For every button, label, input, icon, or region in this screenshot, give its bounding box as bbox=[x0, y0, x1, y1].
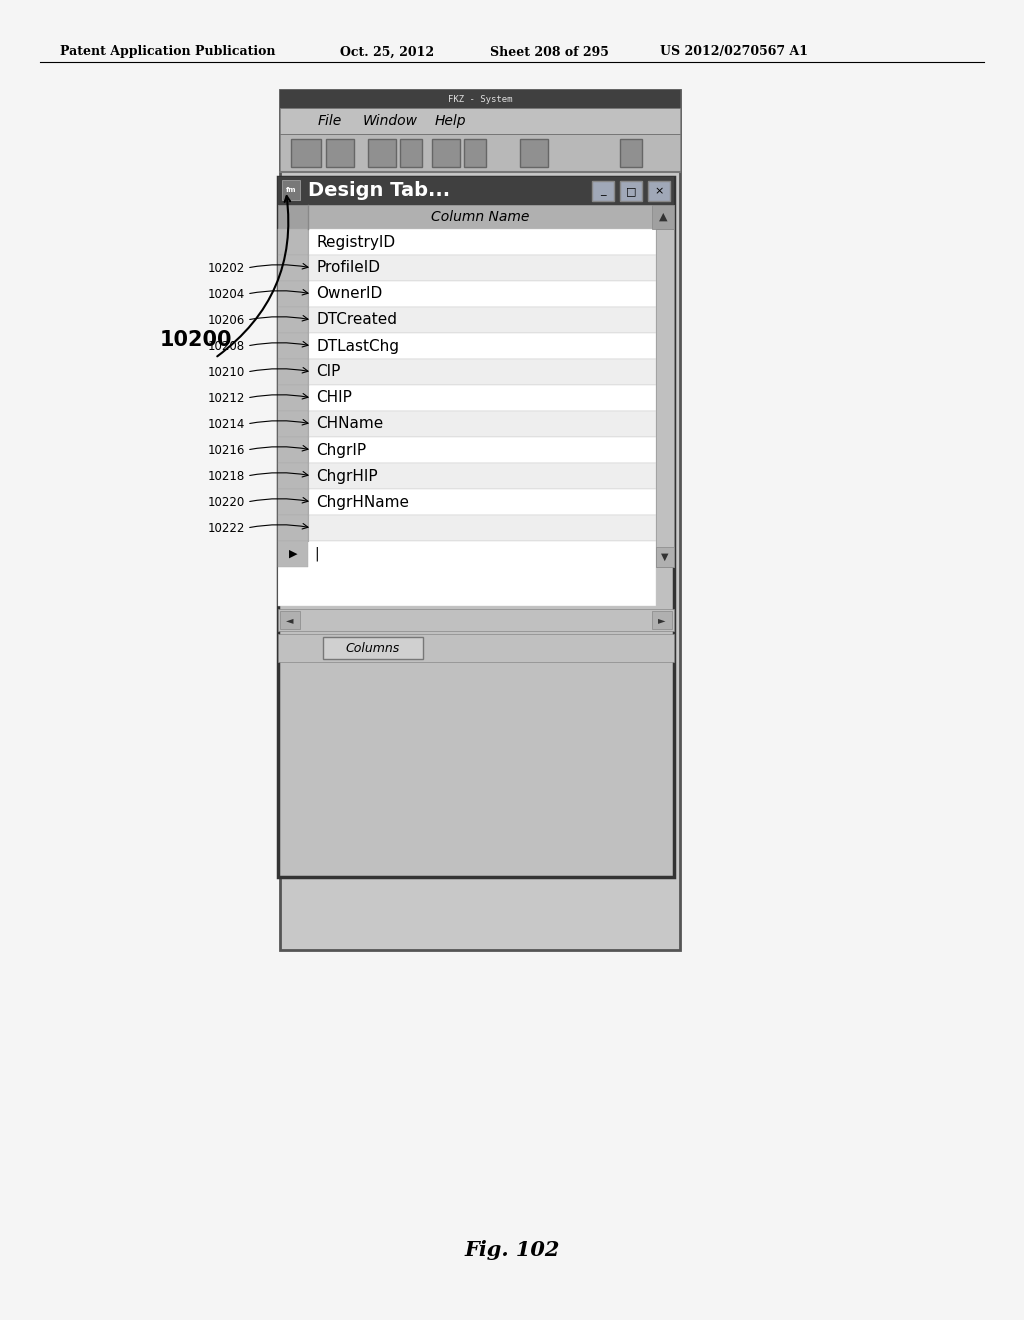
Text: 10210: 10210 bbox=[208, 366, 245, 379]
Text: 10214: 10214 bbox=[208, 417, 245, 430]
Bar bbox=[278, 333, 656, 359]
Text: Help: Help bbox=[434, 114, 466, 128]
Text: 10208: 10208 bbox=[208, 339, 245, 352]
Bar bbox=[278, 541, 308, 568]
Bar bbox=[278, 515, 656, 541]
Text: CHName: CHName bbox=[316, 417, 383, 432]
Text: FKZ - System: FKZ - System bbox=[447, 95, 512, 103]
Bar bbox=[278, 281, 308, 308]
Bar bbox=[278, 541, 656, 606]
Bar bbox=[278, 359, 656, 385]
Bar bbox=[432, 139, 460, 168]
Bar bbox=[278, 333, 308, 359]
Text: CIP: CIP bbox=[316, 364, 340, 380]
Text: Design Tab...: Design Tab... bbox=[308, 181, 451, 201]
Bar bbox=[278, 463, 656, 488]
Bar bbox=[326, 139, 354, 168]
Text: ChgrIP: ChgrIP bbox=[316, 442, 367, 458]
Text: Columns: Columns bbox=[346, 642, 400, 655]
Text: 10220: 10220 bbox=[208, 495, 245, 508]
Bar bbox=[278, 255, 656, 281]
Text: 10222: 10222 bbox=[208, 521, 245, 535]
Text: DTCreated: DTCreated bbox=[316, 313, 397, 327]
Bar bbox=[278, 488, 656, 515]
Text: 10212: 10212 bbox=[208, 392, 245, 404]
Text: ▶: ▶ bbox=[289, 549, 297, 558]
Bar bbox=[648, 181, 670, 201]
Bar bbox=[368, 139, 396, 168]
Bar bbox=[278, 205, 674, 228]
Text: |: | bbox=[314, 546, 318, 561]
Bar bbox=[656, 228, 674, 568]
Bar bbox=[278, 411, 656, 437]
Bar bbox=[278, 308, 656, 333]
Bar bbox=[278, 463, 308, 488]
Text: 10218: 10218 bbox=[208, 470, 245, 483]
Bar bbox=[278, 281, 656, 308]
Text: Oct. 25, 2012: Oct. 25, 2012 bbox=[340, 45, 434, 58]
Text: fm: fm bbox=[286, 187, 296, 193]
Bar bbox=[652, 205, 674, 228]
Text: □: □ bbox=[626, 186, 636, 195]
Bar bbox=[278, 411, 308, 437]
Text: 10204: 10204 bbox=[208, 288, 245, 301]
Text: US 2012/0270567 A1: US 2012/0270567 A1 bbox=[660, 45, 808, 58]
Text: ×: × bbox=[654, 186, 664, 195]
Text: ▼: ▼ bbox=[662, 552, 669, 562]
Bar bbox=[278, 308, 308, 333]
Bar bbox=[278, 177, 674, 205]
Text: Patent Application Publication: Patent Application Publication bbox=[60, 45, 275, 58]
Bar bbox=[400, 139, 422, 168]
Bar bbox=[280, 90, 680, 108]
Bar bbox=[282, 180, 300, 201]
Text: OwnerID: OwnerID bbox=[316, 286, 382, 301]
Bar bbox=[620, 181, 642, 201]
Bar bbox=[278, 515, 308, 541]
Text: ◄: ◄ bbox=[287, 615, 294, 624]
Bar bbox=[278, 228, 308, 255]
Text: Sheet 208 of 295: Sheet 208 of 295 bbox=[490, 45, 609, 58]
Text: 10216: 10216 bbox=[208, 444, 245, 457]
Text: ChgrHName: ChgrHName bbox=[316, 495, 409, 510]
Bar bbox=[620, 139, 642, 168]
Bar bbox=[291, 139, 321, 168]
Bar bbox=[280, 108, 680, 135]
Bar bbox=[278, 359, 308, 385]
Text: ▲: ▲ bbox=[658, 213, 668, 222]
Bar bbox=[278, 609, 674, 631]
Text: Window: Window bbox=[362, 114, 418, 128]
Text: File: File bbox=[317, 114, 342, 128]
Bar bbox=[278, 255, 308, 281]
Bar bbox=[278, 205, 308, 228]
Bar bbox=[278, 437, 308, 463]
Text: DTLastChg: DTLastChg bbox=[316, 338, 399, 354]
Bar bbox=[280, 135, 680, 172]
Text: Column Name: Column Name bbox=[431, 210, 529, 224]
Bar bbox=[656, 546, 674, 568]
Text: ►: ► bbox=[658, 615, 666, 624]
Bar bbox=[323, 638, 423, 659]
Bar bbox=[278, 385, 308, 411]
Text: RegistryID: RegistryID bbox=[316, 235, 395, 249]
Bar bbox=[520, 139, 548, 168]
Bar bbox=[278, 385, 656, 411]
Bar bbox=[652, 611, 672, 630]
Bar bbox=[278, 634, 674, 663]
Text: 10200: 10200 bbox=[160, 330, 232, 350]
Bar bbox=[280, 611, 300, 630]
Text: ProfileID: ProfileID bbox=[316, 260, 380, 276]
Bar bbox=[280, 90, 680, 950]
Bar bbox=[278, 177, 674, 876]
Text: 10206: 10206 bbox=[208, 314, 245, 326]
Text: CHIP: CHIP bbox=[316, 391, 352, 405]
Text: Fig. 102: Fig. 102 bbox=[464, 1239, 560, 1261]
Bar bbox=[278, 228, 656, 255]
Text: 10202: 10202 bbox=[208, 261, 245, 275]
Bar bbox=[278, 488, 308, 515]
Bar bbox=[592, 181, 614, 201]
Text: _: _ bbox=[600, 186, 606, 195]
Bar bbox=[464, 139, 486, 168]
Bar bbox=[278, 437, 656, 463]
Text: ChgrHIP: ChgrHIP bbox=[316, 469, 378, 483]
